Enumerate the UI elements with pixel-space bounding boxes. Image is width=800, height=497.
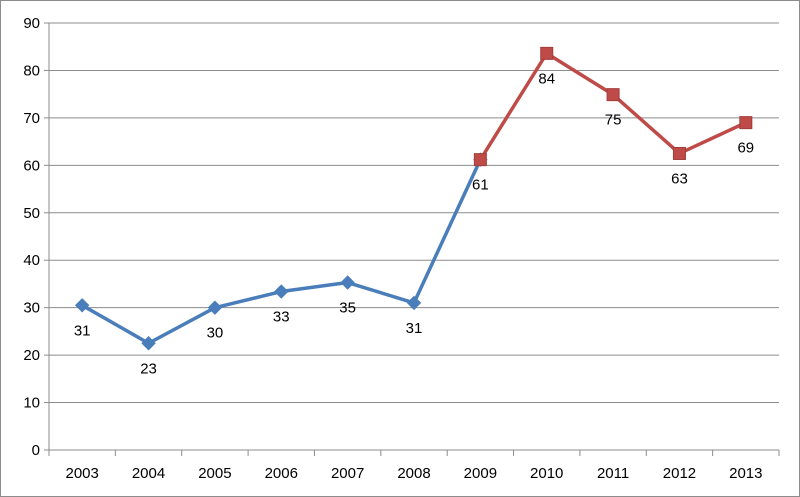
x-tick-label: 2013 bbox=[729, 465, 762, 482]
y-tick-label: 30 bbox=[23, 300, 40, 317]
square-marker bbox=[672, 146, 686, 160]
x-tick-labels: 2003 2004 2005 2006 2007 2008 2009 2010 2011 2012… bbox=[65, 465, 762, 482]
x-tick-label: 2003 bbox=[65, 465, 98, 482]
series-line-2 bbox=[478, 51, 747, 161]
data-label: 31 bbox=[74, 322, 91, 339]
x-tick-label: 2012 bbox=[663, 465, 696, 482]
diamond-marker bbox=[207, 300, 223, 315]
data-label: 30 bbox=[207, 325, 224, 342]
diamond-marker bbox=[74, 298, 90, 313]
x-tick-label: 2005 bbox=[198, 465, 231, 482]
y-tick-label: 40 bbox=[23, 252, 40, 269]
data-label: 33 bbox=[273, 309, 290, 326]
y-tick-label: 0 bbox=[32, 442, 40, 459]
y-tick-label: 70 bbox=[23, 110, 40, 127]
diamond-marker bbox=[340, 275, 355, 290]
x-tick-label: 2009 bbox=[464, 465, 497, 482]
square-marker bbox=[540, 46, 554, 60]
data-labels: 31 23 30 33 35 31 61 84 75 63 69 bbox=[74, 70, 754, 377]
gridlines bbox=[49, 22, 779, 404]
y-tick-label: 20 bbox=[23, 347, 40, 364]
square-marker bbox=[473, 153, 487, 167]
x-tick-label: 2011 bbox=[597, 465, 629, 482]
y-tick-labels: 0 10 20 30 40 50 60 70 80 90 bbox=[23, 15, 40, 459]
y-tick-label: 90 bbox=[23, 15, 40, 32]
x-tick-label: 2004 bbox=[132, 465, 165, 482]
diamond-marker bbox=[141, 336, 156, 351]
square-marker bbox=[739, 116, 753, 130]
data-label: 63 bbox=[671, 170, 688, 187]
x-tick-label: 2006 bbox=[265, 465, 298, 482]
data-label: 35 bbox=[339, 300, 356, 317]
data-label: 69 bbox=[737, 140, 754, 157]
diamond-marker bbox=[274, 284, 289, 299]
y-tick-label: 10 bbox=[23, 395, 40, 412]
square-marker bbox=[606, 88, 620, 102]
data-label: 31 bbox=[406, 320, 423, 337]
x-tick-label: 2008 bbox=[397, 465, 430, 482]
y-tick-label: 80 bbox=[23, 62, 40, 79]
series-markers bbox=[74, 46, 753, 351]
data-label: 61 bbox=[472, 177, 489, 194]
x-tick-label: 2010 bbox=[530, 465, 563, 482]
y-tick-label: 50 bbox=[23, 205, 40, 222]
data-label: 84 bbox=[538, 70, 555, 87]
y-tick-label: 60 bbox=[23, 157, 40, 174]
diamond-marker bbox=[406, 295, 422, 311]
axes bbox=[44, 22, 780, 456]
data-label: 75 bbox=[605, 112, 622, 129]
data-label: 23 bbox=[140, 360, 157, 377]
x-tick-label: 2007 bbox=[331, 465, 364, 482]
